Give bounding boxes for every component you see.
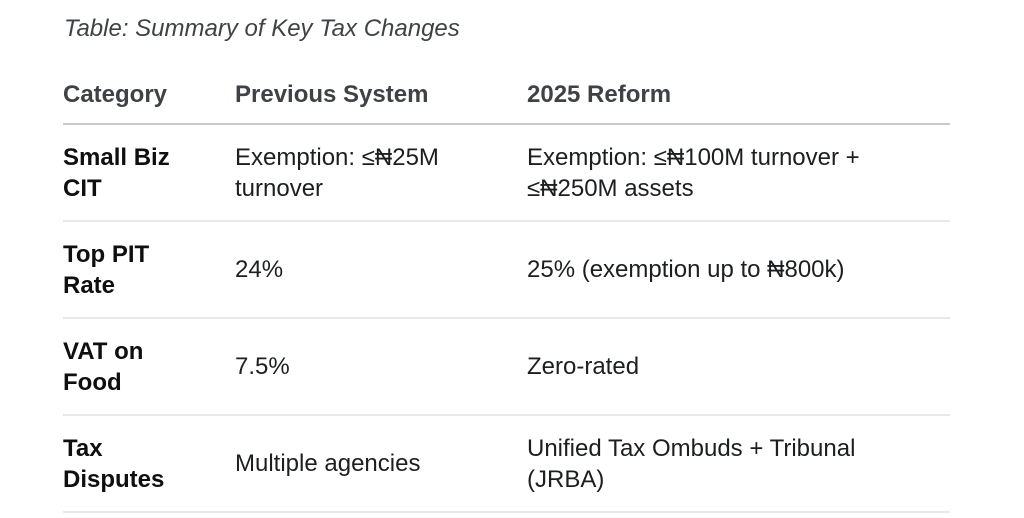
reform-cell: Unified Tax Ombuds + Tribunal (JRBA) xyxy=(527,415,950,513)
previous-system-cell: 7.5% xyxy=(235,318,527,416)
table-header-row: Category Previous System 2025 Reform xyxy=(63,66,950,125)
table-row: Top PIT Rate 24% 25% (exemption up to ₦8… xyxy=(63,221,950,319)
category-cell: Tax Disputes xyxy=(63,415,235,513)
previous-system-cell: Multiple agencies xyxy=(235,415,527,513)
category-cell: Small Biz CIT xyxy=(63,124,235,222)
category-cell: Top PIT Rate xyxy=(63,221,235,319)
table-row: Tax Disputes Multiple agencies Unified T… xyxy=(63,415,950,513)
column-header-previous-system: Previous System xyxy=(235,66,527,125)
table-row: VAT on Food 7.5% Zero-rated xyxy=(63,318,950,416)
previous-system-cell: Exemption: ≤₦25M turnover xyxy=(235,124,527,222)
reform-cell: Exemption: ≤₦100M turnover + ≤₦250M asse… xyxy=(527,124,950,222)
previous-system-cell: 24% xyxy=(235,221,527,319)
column-header-2025-reform: 2025 Reform xyxy=(527,66,950,125)
page-title: Table: Summary of Key Tax Changes xyxy=(64,15,460,42)
reform-cell: Zero-rated xyxy=(527,318,950,416)
tax-changes-table: Category Previous System 2025 Reform Sma… xyxy=(63,66,950,513)
category-cell: VAT on Food xyxy=(63,318,235,416)
reform-cell: 25% (exemption up to ₦800k) xyxy=(527,221,950,319)
table-row: Small Biz CIT Exemption: ≤₦25M turnover … xyxy=(63,124,950,222)
page: Table: Summary of Key Tax Changes Catego… xyxy=(0,14,1024,518)
column-header-category: Category xyxy=(63,66,235,125)
